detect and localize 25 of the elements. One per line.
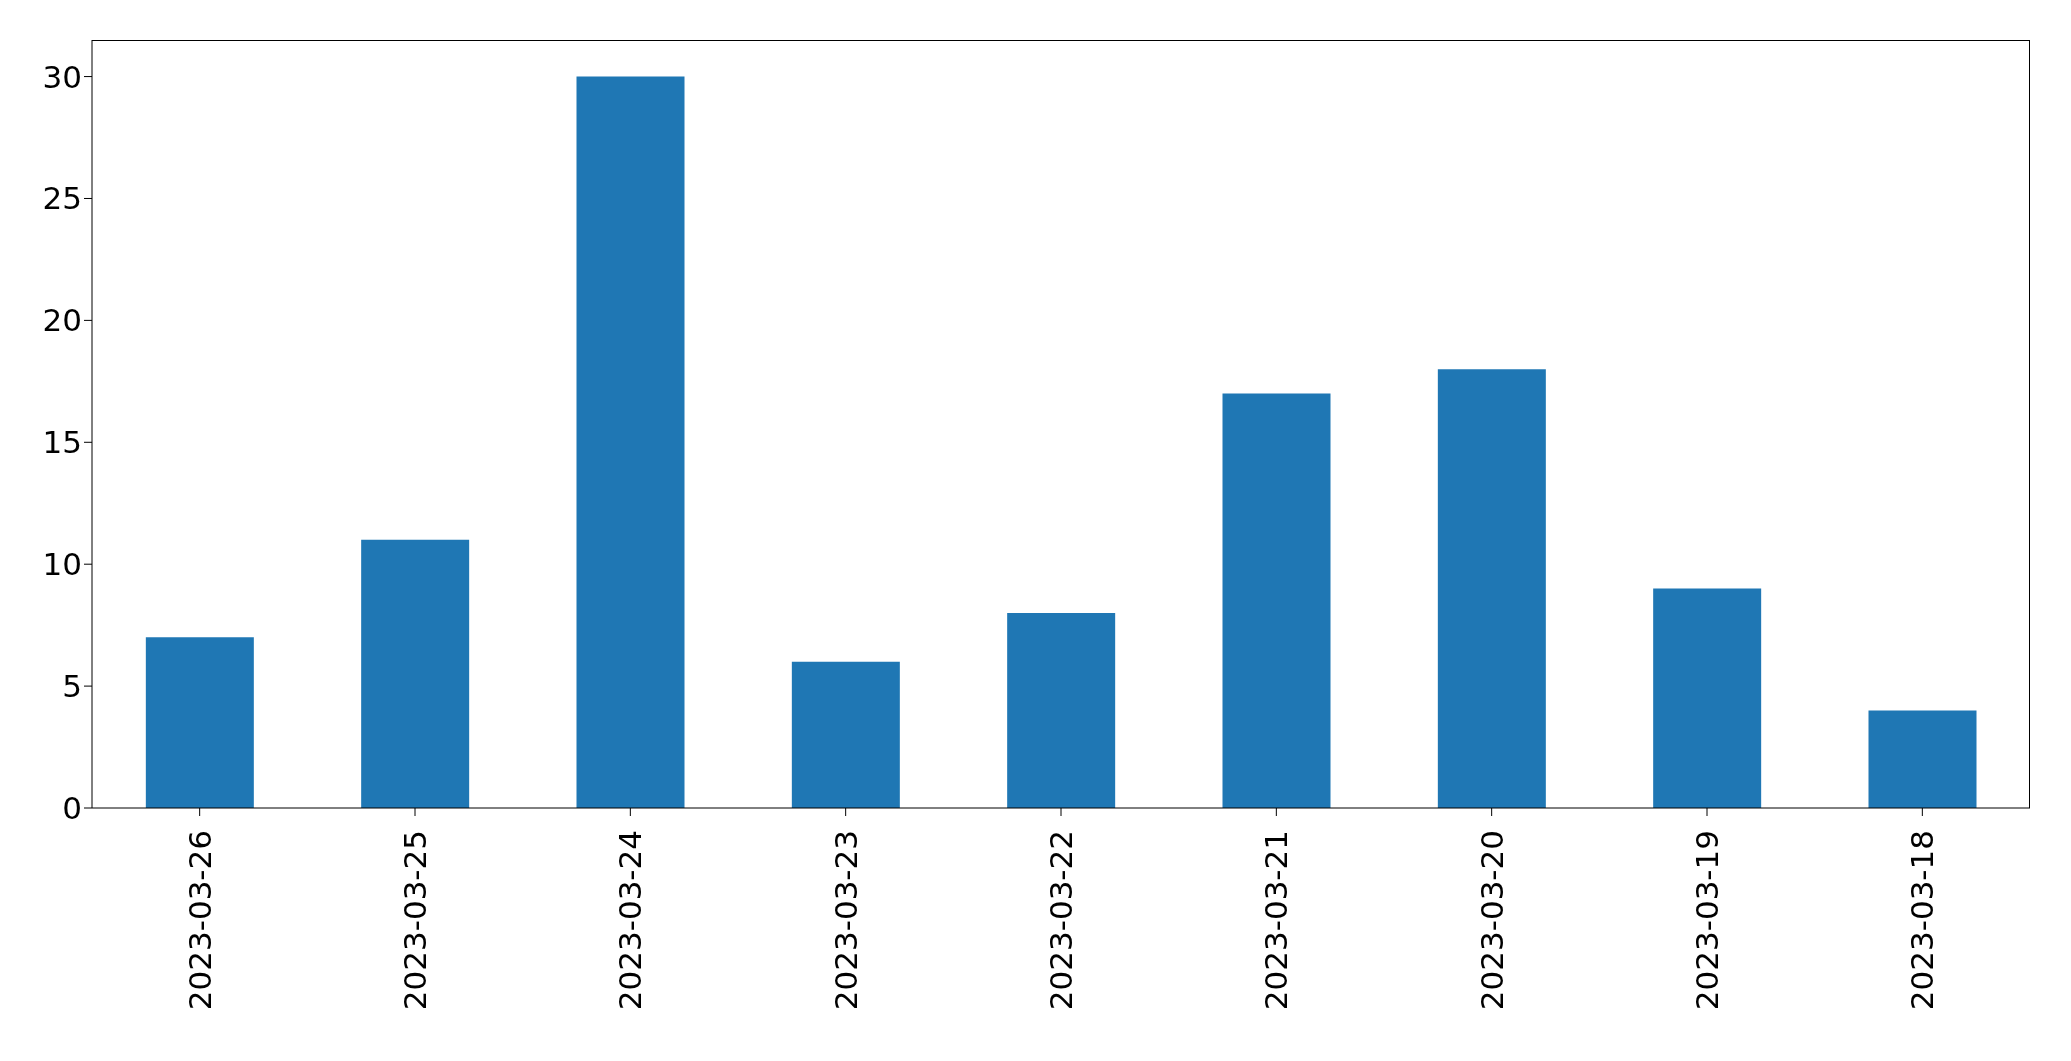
x-tick-label: 2023-03-19 [1689,830,1725,1011]
bar [1437,369,1546,808]
x-tick-label: 2023-03-24 [612,830,649,1011]
bar [1007,612,1116,808]
y-tick-label: 10 [42,546,82,583]
y-tick-label: 0 [62,790,82,827]
x-tick-label: 2023-03-22 [1043,830,1079,1011]
y-tick-label: 20 [42,302,82,339]
bar [1653,588,1762,808]
bar [576,76,685,808]
bar [145,637,254,808]
bar [1868,710,1977,808]
bar [1222,393,1331,808]
bar [791,661,900,808]
x-tick-label: 2023-03-21 [1258,830,1295,1011]
x-tick-label: 2023-03-23 [827,830,864,1011]
y-tick-label: 30 [42,58,82,95]
x-tick-label: 2023-03-26 [181,830,218,1011]
x-tick-label: 2023-03-18 [1904,830,1941,1011]
bar [361,539,470,808]
x-tick-label: 2023-03-20 [1473,830,1510,1011]
y-tick-label: 5 [62,668,82,705]
y-tick-label: 15 [42,424,82,461]
y-tick-label: 25 [42,180,82,217]
x-tick-label: 2023-03-25 [397,830,433,1011]
